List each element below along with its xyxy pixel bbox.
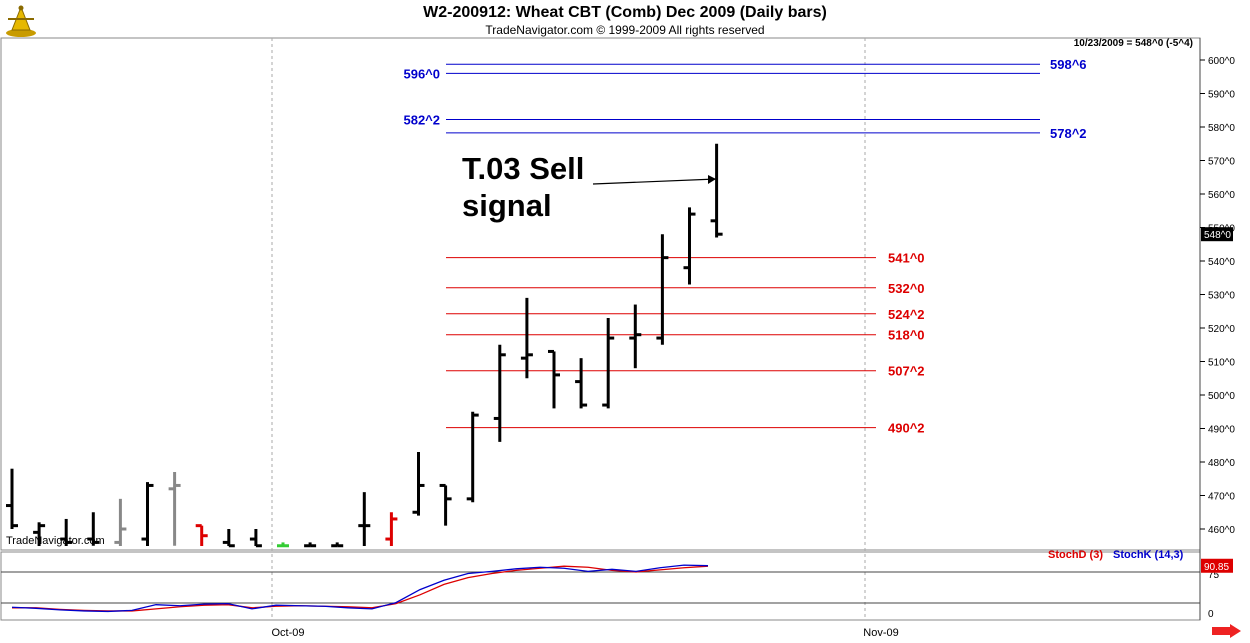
- scroll-right-arrow-icon[interactable]: [1212, 624, 1242, 643]
- y-tick-label: 510^0: [1208, 358, 1235, 369]
- level-label: 524^2: [888, 307, 925, 322]
- level-label: 596^0: [403, 66, 440, 81]
- y-tick-label: 570^0: [1208, 157, 1235, 168]
- signal-arrow-head: [708, 175, 716, 184]
- y-tick-label: 600^0: [1208, 56, 1235, 67]
- x-tick-label: Nov-09: [863, 627, 898, 639]
- last-price-label: 548^0: [1204, 230, 1231, 241]
- level-label: 541^0: [888, 251, 925, 266]
- y-tick-label: 520^0: [1208, 324, 1235, 335]
- y-tick-label: 480^0: [1208, 458, 1235, 469]
- x-tick-label: Oct-09: [271, 627, 304, 639]
- stoch-last-box: [1201, 558, 1233, 573]
- watermark: TradeNavigator.com: [6, 535, 105, 547]
- y-tick-label: 540^0: [1208, 257, 1235, 268]
- y-tick-label: 530^0: [1208, 291, 1235, 302]
- last-price-stamp: 10/23/2009 = 548^0 (-5^4): [1073, 38, 1193, 49]
- y-tick-label: 500^0: [1208, 391, 1235, 402]
- stoch-y-tick-label: 75: [1208, 570, 1220, 581]
- stoch-d-legend[interactable]: StochD (3): [1048, 549, 1103, 561]
- level-label: 532^0: [888, 281, 925, 296]
- chart-title: W2-200912: Wheat CBT (Comb) Dec 2009 (Da…: [423, 4, 827, 21]
- signal-annotation-line1: T.03 Sell: [462, 151, 585, 186]
- signal-annotation-line2: signal: [462, 188, 552, 223]
- stoch-y-tick-label: 0: [1208, 609, 1214, 620]
- level-label: 490^2: [888, 421, 925, 436]
- stoch-k-line: [11, 564, 709, 613]
- y-tick-label: 470^0: [1208, 492, 1235, 503]
- chart-subtitle: TradeNavigator.com © 1999-2009 All right…: [485, 23, 765, 37]
- level-label: 598^6: [1050, 57, 1087, 72]
- y-tick-label: 590^0: [1208, 90, 1235, 101]
- level-label: 582^2: [403, 112, 440, 127]
- trade-navigator-logo-icon[interactable]: [4, 4, 38, 38]
- level-label: 518^0: [888, 328, 925, 343]
- y-tick-label: 490^0: [1208, 425, 1235, 436]
- y-tick-label: 560^0: [1208, 190, 1235, 201]
- y-tick-label: 460^0: [1208, 525, 1235, 536]
- level-label: 578^2: [1050, 126, 1087, 141]
- signal-annotation: T.03 Sell signal: [462, 150, 584, 224]
- last-price-box: [1201, 227, 1233, 242]
- level-label: 507^2: [888, 364, 925, 379]
- stoch-k-legend[interactable]: StochK (14,3): [1113, 549, 1184, 561]
- y-tick-label: 580^0: [1208, 123, 1235, 134]
- signal-arrow-line: [592, 178, 717, 185]
- stoch-last-label: 90.85: [1204, 562, 1229, 573]
